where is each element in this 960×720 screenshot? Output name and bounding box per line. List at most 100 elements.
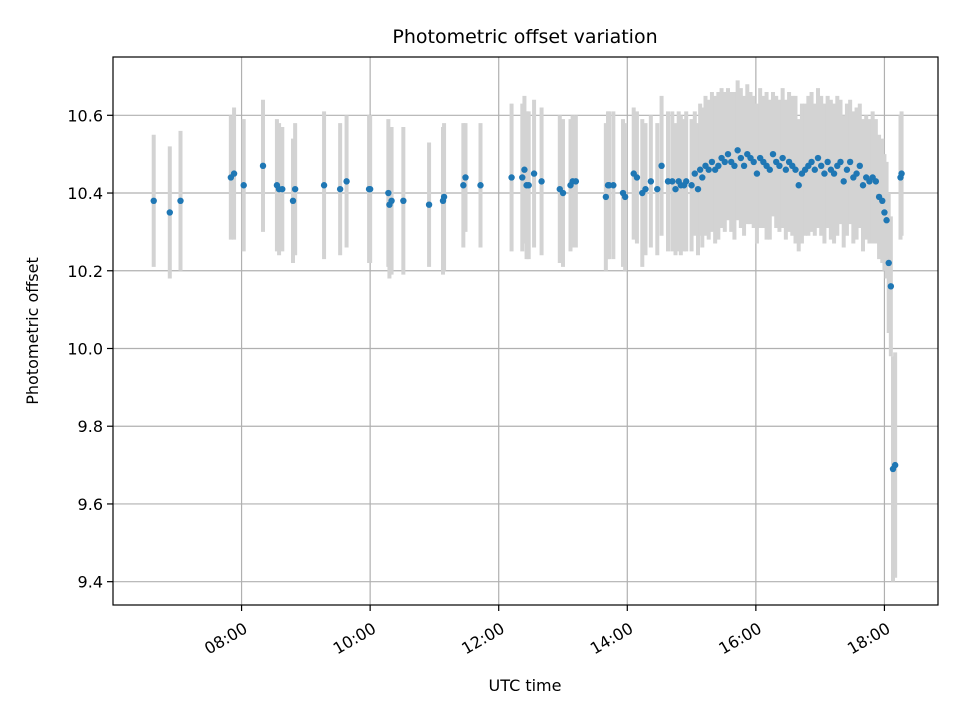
data-point xyxy=(289,197,297,205)
data-point xyxy=(885,259,892,267)
data-point xyxy=(602,193,610,201)
data-point xyxy=(462,174,469,181)
data-point xyxy=(776,162,783,170)
data-point xyxy=(737,154,745,162)
data-point xyxy=(883,217,890,224)
data-point xyxy=(724,150,732,158)
data-point xyxy=(879,197,886,205)
data-point xyxy=(669,178,676,185)
data-point xyxy=(460,182,467,189)
data-point xyxy=(694,185,702,193)
data-point xyxy=(279,185,286,193)
data-point xyxy=(887,283,895,290)
data-point xyxy=(699,174,706,181)
data-point xyxy=(769,150,777,158)
data-point xyxy=(821,170,828,177)
data-point xyxy=(521,166,528,173)
data-point xyxy=(519,174,526,181)
data-point xyxy=(753,170,761,177)
data-point xyxy=(891,461,899,469)
grid-lines xyxy=(113,57,938,605)
plot-frame xyxy=(112,56,939,606)
data-point xyxy=(814,154,822,162)
data-point xyxy=(688,182,695,189)
data-point xyxy=(837,158,844,166)
data-point xyxy=(388,197,395,205)
data-point xyxy=(734,147,741,154)
data-point xyxy=(731,162,738,170)
data-point xyxy=(750,158,757,166)
data-point xyxy=(320,182,328,189)
data-point xyxy=(843,166,851,173)
data-point xyxy=(705,166,712,173)
data-point xyxy=(898,170,905,177)
data-point xyxy=(647,178,655,185)
data-point xyxy=(721,158,728,166)
data-point xyxy=(658,162,665,170)
data-point xyxy=(779,154,786,162)
data-point xyxy=(343,178,350,185)
data-point xyxy=(846,158,854,166)
data-point xyxy=(691,170,698,177)
data-point xyxy=(830,170,838,177)
data-point xyxy=(336,185,344,193)
data-point xyxy=(177,197,184,205)
data-point xyxy=(525,182,532,189)
y-tick-label: 9.8 xyxy=(78,417,103,436)
y-tick-label: 9.6 xyxy=(78,495,103,514)
data-point xyxy=(808,158,815,166)
data-point xyxy=(230,170,238,177)
data-point xyxy=(440,193,448,201)
data-point xyxy=(572,178,580,185)
data-point xyxy=(824,158,831,166)
data-point xyxy=(672,185,679,193)
x-axis-label: UTC time xyxy=(489,676,562,695)
data-point xyxy=(366,185,374,193)
data-point xyxy=(811,166,818,173)
data-point xyxy=(881,209,888,216)
data-point xyxy=(654,185,661,193)
data-point xyxy=(853,170,860,177)
data-point xyxy=(840,178,847,185)
data-point xyxy=(696,166,704,173)
data-point xyxy=(538,178,545,185)
data-point xyxy=(150,197,157,205)
data-point xyxy=(782,166,790,173)
data-point xyxy=(792,166,799,173)
data-point xyxy=(740,162,748,170)
data-point xyxy=(559,189,567,197)
data-point xyxy=(818,162,825,170)
data-point xyxy=(856,162,863,170)
data-point xyxy=(530,170,538,177)
y-tick-label: 9.4 xyxy=(78,573,103,592)
data-point xyxy=(642,185,649,193)
data-point xyxy=(259,162,267,170)
data-point xyxy=(508,174,515,181)
y-axis-label: Photometric offset xyxy=(23,257,42,405)
data-point xyxy=(385,189,392,197)
y-tick-label: 10.6 xyxy=(67,106,103,125)
data-point xyxy=(477,182,484,189)
data-point xyxy=(708,158,716,166)
data-point xyxy=(872,178,880,185)
data-point xyxy=(766,166,773,173)
data-point xyxy=(859,182,867,189)
y-tick-label: 10.0 xyxy=(67,339,103,358)
data-point xyxy=(240,182,247,189)
data-point xyxy=(610,182,617,189)
data-point xyxy=(795,182,802,189)
data-point xyxy=(633,174,641,181)
data-point xyxy=(166,209,173,216)
data-point xyxy=(400,197,407,205)
y-tick-label: 10.2 xyxy=(67,262,103,281)
data-point xyxy=(425,201,433,208)
data-point xyxy=(291,185,299,193)
data-point xyxy=(621,193,629,201)
chart-title: Photometric offset variation xyxy=(392,26,657,48)
y-axis-ticks: 9.4 9.6 9.8 10.0 10.2 10.4 10.6 xyxy=(67,106,113,592)
data-points xyxy=(150,147,905,473)
data-point xyxy=(683,178,690,185)
data-point xyxy=(715,162,722,170)
y-tick-label: 10.4 xyxy=(67,184,103,203)
